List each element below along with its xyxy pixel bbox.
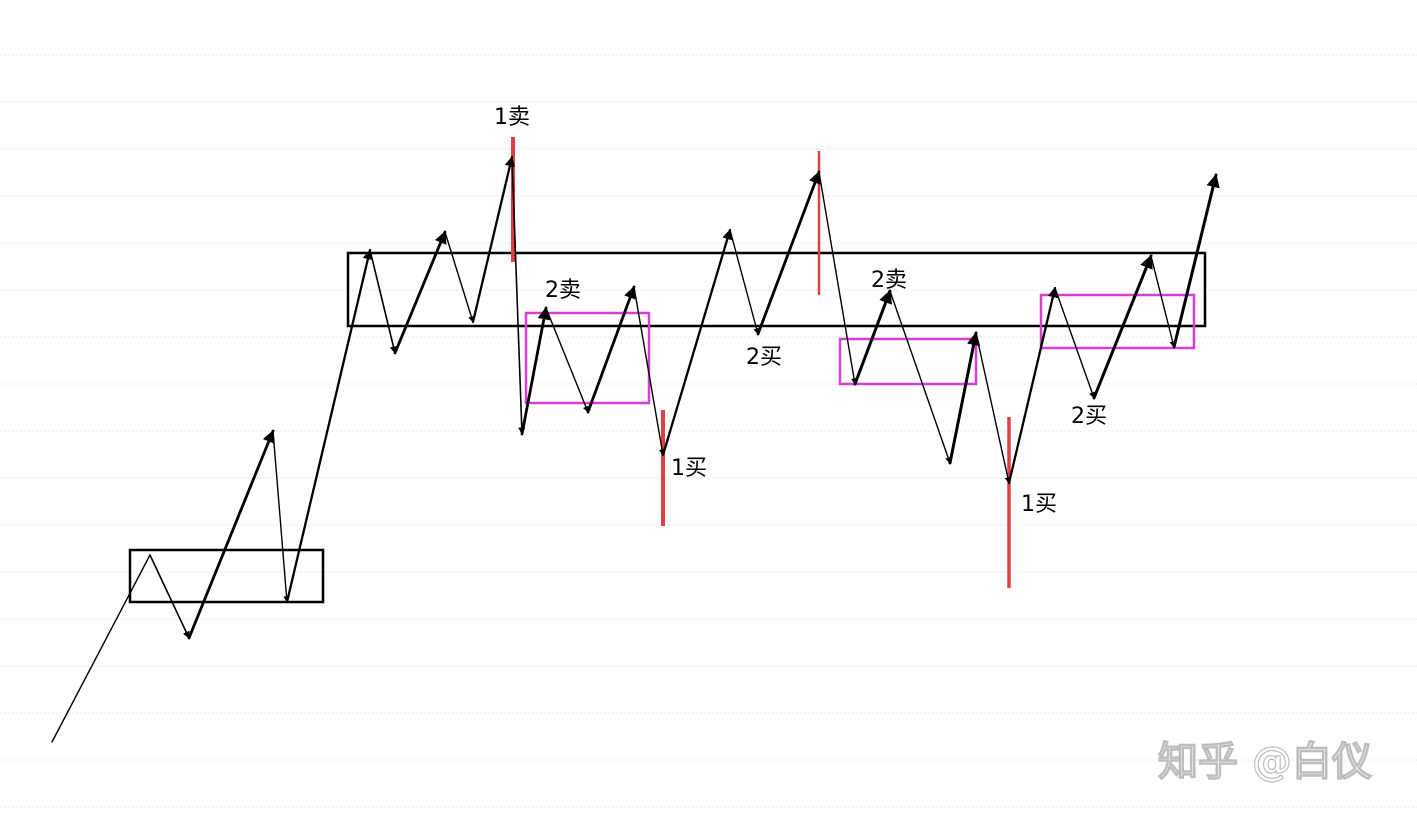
sub-zone-box-2 — [838, 337, 978, 386]
sub-zone-box-3 — [1039, 293, 1196, 350]
background-grid — [0, 54, 1417, 808]
price-segment — [889, 290, 952, 464]
lower-zone-box — [128, 548, 325, 604]
price-segment — [853, 289, 893, 386]
price-segment — [51, 554, 151, 743]
price-segment — [756, 170, 821, 336]
sell1-label: 1卖 — [494, 105, 530, 130]
sell2-label-a: 2卖 — [545, 278, 581, 303]
price-segment — [661, 228, 733, 457]
price-segment — [444, 231, 475, 323]
buy1-label-b: 1买 — [1021, 492, 1057, 517]
price-segment — [818, 171, 858, 385]
price-segment — [471, 155, 515, 324]
price-segment — [187, 429, 275, 640]
price-segment — [520, 306, 551, 436]
price-segment — [948, 331, 981, 465]
price-segment — [975, 332, 1011, 484]
buy2-label-a: 2买 — [746, 345, 782, 370]
buy2-label-b: 2买 — [1071, 404, 1107, 429]
buy1-label-a: 1买 — [671, 456, 707, 481]
price-segment — [369, 249, 397, 354]
price-segment — [1150, 255, 1176, 348]
price-segment — [1007, 286, 1058, 485]
price-segment — [1092, 254, 1153, 400]
price-segment — [272, 430, 290, 603]
price-segment — [633, 286, 666, 456]
price-segment — [285, 248, 373, 604]
price-path — [51, 155, 1220, 743]
price-segment — [149, 554, 190, 639]
price-segment — [545, 307, 589, 413]
watermark: 知乎 @白仪 — [1158, 739, 1372, 785]
price-segment — [511, 156, 526, 435]
upper-zone-box — [346, 251, 1207, 328]
price-segment — [393, 230, 447, 355]
price-segment — [586, 285, 636, 414]
sell2-label-b: 2卖 — [871, 268, 907, 293]
price-segment — [1054, 287, 1096, 399]
price-segment — [1172, 173, 1220, 349]
price-segment — [729, 229, 760, 335]
sub-zone-box-1 — [524, 311, 651, 405]
